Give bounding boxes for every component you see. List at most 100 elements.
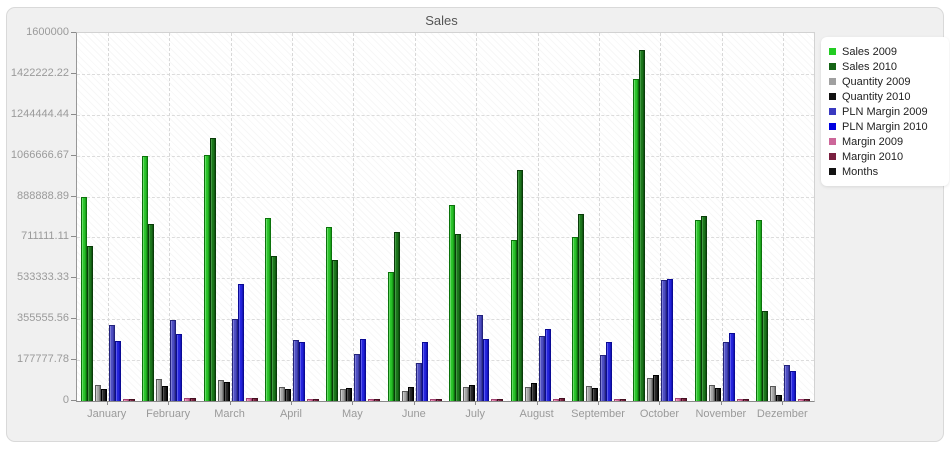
bar-margin-2009-march[interactable]: [245, 398, 252, 401]
bar-sales-2009-september[interactable]: [572, 237, 579, 401]
bar-sales-2009-february[interactable]: [142, 156, 149, 401]
bar-quantity-2009-february[interactable]: [156, 379, 163, 401]
bar-margin-2010-june[interactable]: [435, 399, 442, 401]
bar-sales-2009-april[interactable]: [264, 218, 271, 401]
bar-margin-2010-september[interactable]: [620, 399, 627, 401]
bar-sales-2009-june[interactable]: [387, 272, 394, 401]
bar-sales-2010-september[interactable]: [578, 214, 585, 401]
legend-item-pln-margin-2009[interactable]: PLN Margin 2009: [829, 104, 945, 119]
bar-margin-2010-march[interactable]: [251, 398, 258, 401]
bar-margin-2009-july[interactable]: [491, 399, 498, 401]
bar-sales-2009-may[interactable]: [326, 227, 333, 401]
bar-quantity-2009-january[interactable]: [94, 385, 101, 401]
bar-quantity-2009-november[interactable]: [708, 385, 715, 401]
bar-sales-2009-dezember[interactable]: [756, 220, 763, 401]
bar-sales-2009-november[interactable]: [694, 220, 701, 401]
bar-margin-2010-dezember[interactable]: [804, 399, 811, 401]
bar-quantity-2010-june[interactable]: [407, 387, 414, 401]
bar-pln-margin-2009-march[interactable]: [231, 319, 238, 401]
legend-item-sales-2010[interactable]: Sales 2010: [829, 59, 945, 74]
bar-quantity-2010-july[interactable]: [469, 385, 476, 401]
bar-pln-margin-2009-may[interactable]: [354, 354, 361, 401]
bar-sales-2010-may[interactable]: [332, 260, 339, 401]
bar-margin-2010-january[interactable]: [128, 399, 135, 401]
bar-quantity-2010-april[interactable]: [284, 389, 291, 401]
bar-quantity-2009-october[interactable]: [647, 378, 654, 401]
bar-margin-2010-april[interactable]: [312, 399, 319, 401]
bar-margin-2010-may[interactable]: [374, 399, 381, 401]
bar-pln-margin-2009-dezember[interactable]: [784, 365, 791, 401]
bar-pln-margin-2010-october[interactable]: [667, 279, 674, 401]
bar-sales-2010-march[interactable]: [209, 138, 216, 401]
legend-item-quantity-2010[interactable]: Quantity 2010: [829, 89, 945, 104]
bar-pln-margin-2009-september[interactable]: [600, 355, 607, 401]
bar-pln-margin-2010-september[interactable]: [606, 342, 613, 401]
legend-item-margin-2009[interactable]: Margin 2009: [829, 134, 945, 149]
bar-quantity-2009-june[interactable]: [401, 391, 408, 401]
bar-pln-margin-2010-august[interactable]: [544, 329, 551, 401]
bar-margin-2009-january[interactable]: [122, 399, 129, 401]
legend-item-margin-2010[interactable]: Margin 2010: [829, 149, 945, 164]
bar-sales-2010-august[interactable]: [516, 170, 523, 401]
bar-sales-2010-october[interactable]: [639, 50, 646, 401]
bar-pln-margin-2009-august[interactable]: [538, 336, 545, 401]
bar-pln-margin-2009-october[interactable]: [661, 280, 668, 401]
bar-quantity-2009-july[interactable]: [463, 387, 470, 401]
bar-pln-margin-2009-january[interactable]: [108, 325, 115, 401]
bar-sales-2010-july[interactable]: [455, 234, 462, 401]
bar-pln-margin-2009-july[interactable]: [477, 315, 484, 401]
bar-margin-2009-september[interactable]: [614, 399, 621, 401]
bar-quantity-2010-february[interactable]: [162, 386, 169, 401]
bar-margin-2009-november[interactable]: [736, 399, 743, 401]
bar-pln-margin-2010-november[interactable]: [728, 333, 735, 401]
bar-pln-margin-2010-january[interactable]: [114, 341, 121, 401]
bar-quantity-2010-august[interactable]: [530, 383, 537, 401]
bar-margin-2009-june[interactable]: [429, 399, 436, 401]
bar-margin-2009-october[interactable]: [675, 398, 682, 401]
bar-sales-2010-june[interactable]: [393, 232, 400, 401]
bar-sales-2010-dezember[interactable]: [762, 311, 769, 401]
bar-margin-2010-august[interactable]: [558, 398, 565, 401]
bar-pln-margin-2010-february[interactable]: [176, 334, 183, 401]
bar-sales-2010-february[interactable]: [148, 224, 155, 401]
bar-quantity-2009-march[interactable]: [217, 380, 224, 401]
bar-quantity-2009-august[interactable]: [524, 387, 531, 401]
bar-quantity-2010-january[interactable]: [100, 389, 107, 401]
bar-sales-2010-january[interactable]: [86, 246, 93, 401]
bar-margin-2010-october[interactable]: [681, 398, 688, 401]
bar-pln-margin-2010-july[interactable]: [483, 339, 490, 401]
bar-pln-margin-2009-april[interactable]: [292, 340, 299, 401]
bar-quantity-2009-april[interactable]: [278, 387, 285, 401]
bar-sales-2009-july[interactable]: [449, 205, 456, 401]
bar-sales-2009-august[interactable]: [510, 240, 517, 401]
bar-sales-2010-november[interactable]: [700, 216, 707, 401]
bar-quantity-2009-dezember[interactable]: [770, 386, 777, 401]
bar-quantity-2009-september[interactable]: [586, 386, 593, 401]
bar-sales-2009-january[interactable]: [80, 197, 87, 401]
legend-item-months[interactable]: Months: [829, 164, 945, 179]
bar-pln-margin-2010-june[interactable]: [421, 342, 428, 401]
bar-margin-2010-november[interactable]: [742, 399, 749, 401]
bar-sales-2009-march[interactable]: [203, 155, 210, 401]
bar-quantity-2010-dezember[interactable]: [776, 395, 783, 401]
bar-pln-margin-2010-may[interactable]: [360, 339, 367, 401]
bar-pln-margin-2009-november[interactable]: [722, 342, 729, 401]
bar-quantity-2010-october[interactable]: [653, 375, 660, 401]
bar-sales-2010-april[interactable]: [270, 256, 277, 401]
bar-margin-2010-july[interactable]: [497, 399, 504, 401]
bar-pln-margin-2010-april[interactable]: [298, 342, 305, 401]
legend-item-sales-2009[interactable]: Sales 2009: [829, 44, 945, 59]
bar-pln-margin-2010-march[interactable]: [237, 284, 244, 401]
bar-margin-2009-dezember[interactable]: [798, 399, 805, 401]
legend-item-pln-margin-2010[interactable]: PLN Margin 2010: [829, 119, 945, 134]
bar-quantity-2010-november[interactable]: [714, 388, 721, 401]
bar-margin-2009-april[interactable]: [306, 399, 313, 401]
bar-quantity-2010-september[interactable]: [592, 388, 599, 401]
bar-margin-2009-may[interactable]: [368, 399, 375, 401]
bar-sales-2009-october[interactable]: [633, 79, 640, 401]
legend-item-quantity-2009[interactable]: Quantity 2009: [829, 74, 945, 89]
bar-pln-margin-2009-june[interactable]: [415, 363, 422, 401]
bar-margin-2010-february[interactable]: [190, 398, 197, 401]
bar-pln-margin-2010-dezember[interactable]: [790, 371, 797, 401]
bar-quantity-2010-march[interactable]: [223, 382, 230, 401]
